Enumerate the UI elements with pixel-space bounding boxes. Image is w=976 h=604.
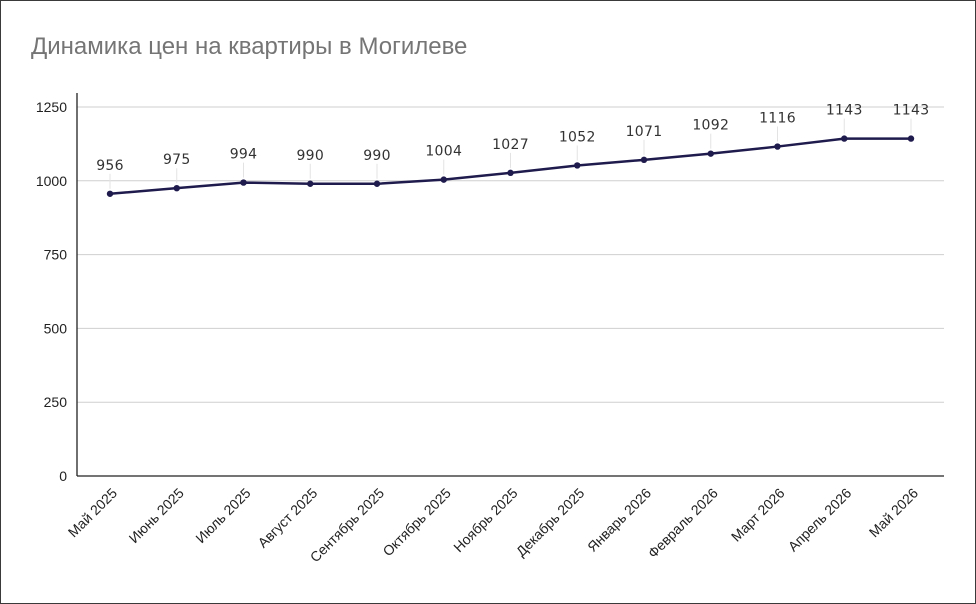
data-point [240,179,247,186]
x-tick-label: Октябрь 2025 [379,485,454,560]
data-point [373,180,381,187]
y-tick-label: 0 [59,468,67,484]
x-tick-label: Июнь 2025 [126,485,187,546]
x-tick-label: Январь 2026 [584,485,654,555]
data-point [440,176,447,183]
chart-title: Динамика цен на квартиры в Могилеве [31,33,468,60]
y-axis: 0 250 500 750 1000 1250 [36,93,78,484]
data-label: 990 [363,148,391,164]
data-point [173,184,180,192]
x-tick-label: Май 2026 [866,485,922,541]
data-point [841,135,848,142]
data-label: 1092 [692,118,729,134]
x-tick-label: Август 2025 [254,485,320,551]
data-label: 1116 [759,111,796,127]
x-tick-label: Ноябрь 2025 [450,485,521,556]
data-label: 990 [296,148,324,164]
y-tick-label: 750 [44,247,68,263]
x-tick-label: Май 2025 [65,485,121,541]
data-point [907,135,915,142]
y-tick-label: 1250 [36,99,67,115]
y-tick-label: 1000 [36,173,67,189]
gridlines [77,106,944,403]
data-point [307,180,314,187]
data-point [774,143,781,150]
data-label: 1071 [626,124,663,140]
data-point [507,169,514,177]
x-tick-label: Декабрь 2025 [513,485,588,560]
x-tick-label: Февраль 2026 [645,485,721,561]
data-label: 975 [163,152,191,168]
x-tick-label: Март 2026 [728,485,788,545]
data-label: 1143 [826,103,863,119]
data-point [707,150,714,157]
series-layer [106,135,915,197]
data-label: 1052 [559,129,596,145]
x-tick-label: Апрель 2026 [785,485,855,555]
y-tick-label: 500 [44,320,68,336]
data-label: 956 [96,158,124,174]
data-point [574,162,581,169]
data-point [106,190,114,197]
data-labels: 956 975 994 990 990 1004 1027 1052 1071 1092 1116 1… [96,103,929,189]
data-label: 1004 [425,144,462,160]
data-label: 1143 [893,103,930,119]
y-tick-label: 250 [44,394,68,410]
x-axis: Май 2025 Июнь 2025 Июль 2025 Август 2025Сен… [65,475,944,565]
data-point [640,156,648,164]
data-label: 1027 [492,137,529,153]
x-tick-label: Июль 2025 [192,485,253,546]
data-label: 994 [230,147,258,163]
